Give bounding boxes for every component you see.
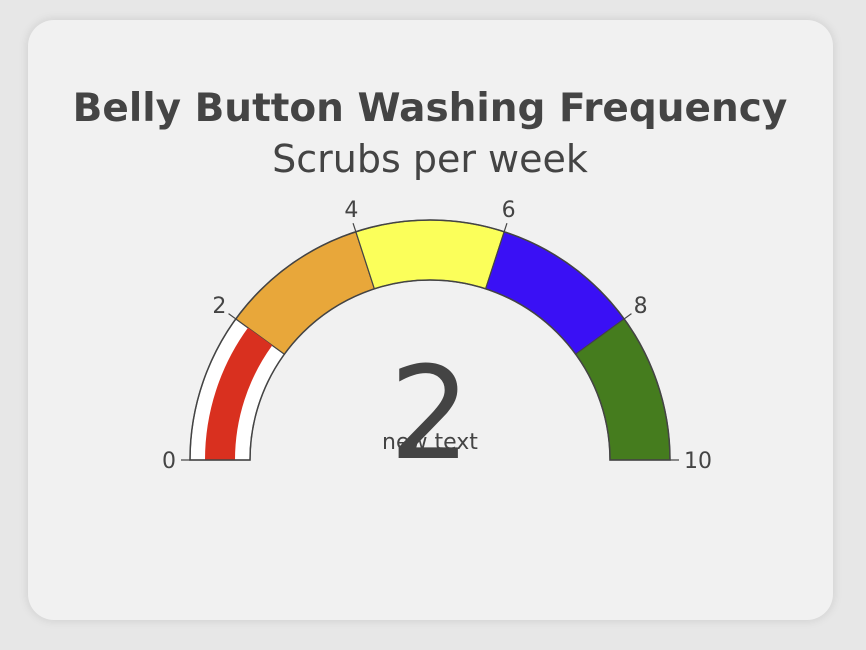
- gauge-bar: [205, 327, 273, 460]
- gauge-tick-label: 4: [344, 198, 358, 223]
- gauge-tick-mark: [352, 223, 357, 232]
- gauge-tick-label: 0: [162, 449, 176, 474]
- chart-title: Belly Button Washing Frequency: [73, 86, 788, 131]
- gauge-chart: Belly Button Washing Frequency Scrubs pe…: [73, 86, 788, 489]
- gauge-tick-mark: [623, 313, 632, 320]
- gauge-outline: [189, 219, 671, 461]
- gauge-tick-label: 6: [502, 198, 516, 223]
- gauge-border: [189, 219, 671, 461]
- gauge-ticks: 0 2 4 6 8 10: [162, 198, 712, 474]
- gauge-value-bar: [205, 327, 273, 460]
- gauge-tick-mark: [228, 313, 237, 320]
- gauge-tick-mark: [503, 223, 508, 232]
- gauge-card: Belly Button Washing Frequency Scrubs pe…: [28, 20, 833, 620]
- chart-subtitle: Scrubs per week: [272, 137, 588, 181]
- gauge-value: 2: [389, 340, 470, 489]
- gauge-tick-label: 10: [684, 449, 712, 474]
- gauge-tick-label: 2: [212, 294, 226, 319]
- gauge-value-caption: new text: [382, 430, 478, 455]
- gauge-tick-label: 8: [634, 294, 648, 319]
- gauge-step-2: [355, 219, 505, 290]
